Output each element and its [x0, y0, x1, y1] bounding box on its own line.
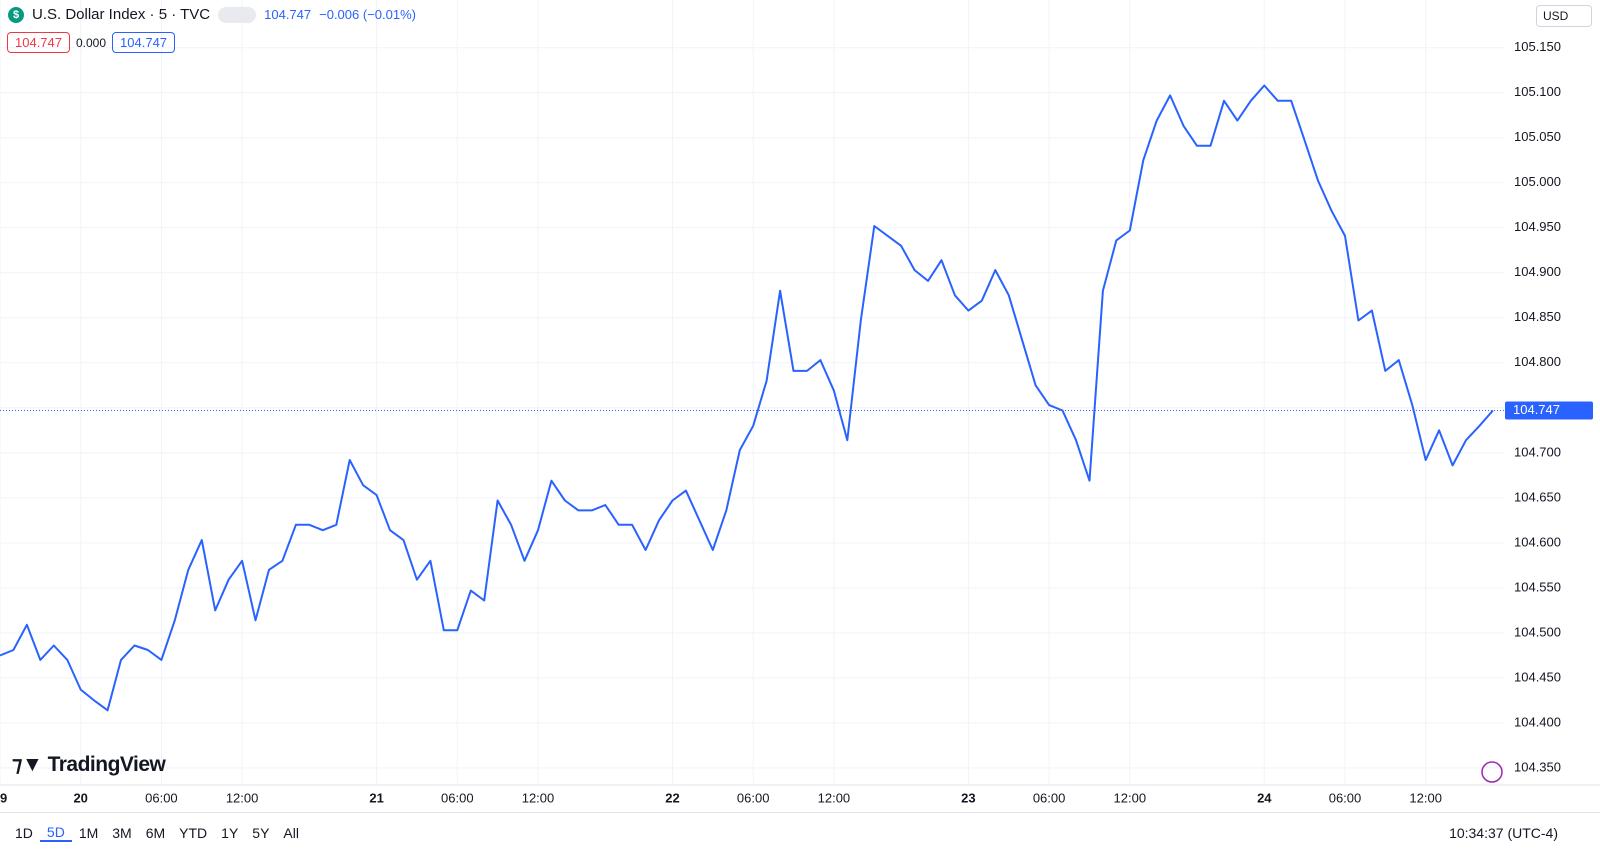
sell-button[interactable]: 104.747 — [7, 32, 70, 53]
y-tick-label: 104.950 — [1514, 219, 1561, 234]
range-button[interactable]: 5Y — [252, 825, 270, 841]
clock: 10:34:37 (UTC-4) — [1449, 825, 1558, 841]
x-tick-label: 06:00 — [145, 790, 178, 805]
y-tick-label: 104.350 — [1514, 759, 1561, 774]
y-tick-label: 105.050 — [1514, 129, 1561, 144]
y-tick-label: 105.150 — [1514, 39, 1561, 54]
x-tick-label: 21 — [369, 790, 383, 805]
x-tick-label: 20 — [73, 790, 87, 805]
y-tick-label: 104.800 — [1514, 354, 1561, 369]
y-tick-label: 104.500 — [1514, 624, 1561, 639]
range-button[interactable]: 1M — [78, 825, 99, 841]
range-button[interactable]: 1D — [15, 825, 33, 841]
x-tick-label: 12:00 — [818, 790, 851, 805]
buy-button[interactable]: 104.747 — [112, 32, 176, 53]
x-tick-label: 22 — [665, 790, 679, 805]
logo: ⁊▼ TradingView — [12, 752, 166, 777]
x-tick-label: 12:00 — [226, 790, 259, 805]
range-button[interactable]: 5D — [39, 824, 72, 842]
range-button[interactable]: All — [283, 825, 299, 841]
trade-row: 104.747 0.000 104.747 — [7, 32, 176, 53]
x-tick-label: 12:00 — [522, 790, 555, 805]
x-tick-label: 12:00 — [1114, 790, 1147, 805]
x-tick-label: 06:00 — [1329, 790, 1362, 805]
range-button[interactable]: 1Y — [221, 825, 239, 841]
alert-icon — [1481, 761, 1503, 783]
price-line — [0, 84, 1494, 712]
x-tick-label: 12:00 — [1409, 790, 1442, 805]
y-tick-label: 104.550 — [1514, 579, 1561, 594]
price: 104.747 — [264, 7, 312, 22]
status-pill — [218, 6, 257, 23]
y-tick-label: 104.700 — [1514, 444, 1561, 459]
x-tick-label: 19 — [0, 790, 7, 805]
logo-mark: ⁊▼ — [12, 753, 48, 776]
x-tick-label: 06:00 — [441, 790, 474, 805]
range-button[interactable]: YTD — [179, 825, 208, 841]
y-tick-label: 104.650 — [1514, 489, 1561, 504]
x-tick-label: 23 — [961, 790, 975, 805]
y-tick-label: 104.850 — [1514, 309, 1561, 324]
range-button[interactable]: 6M — [145, 825, 166, 841]
y-tick-label: 104.600 — [1514, 534, 1561, 549]
y-tick-label: 104.400 — [1514, 714, 1561, 729]
footer-toolbar: 1D 5D 1M 3M 6M YTD 1Y 5Y All 10:34:37 (U… — [0, 812, 1600, 853]
y-tick-label: 105.100 — [1514, 84, 1561, 99]
x-tick-label: 24 — [1257, 790, 1272, 805]
last-price-tag — [1505, 401, 1593, 420]
x-tick-label: 06:00 — [737, 790, 770, 805]
spread: 0.000 — [76, 35, 107, 50]
y-tick-label: 105.000 — [1514, 174, 1561, 189]
change: −0.006 (−0.01%) — [319, 7, 416, 22]
symbol-header: $ U.S. Dollar Index · 5 · TVC 104.747 −0… — [8, 6, 416, 23]
range-button[interactable]: 3M — [112, 825, 132, 841]
y-tick-label: 104.900 — [1514, 264, 1561, 279]
y-tick-label: 104.450 — [1514, 669, 1561, 684]
symbol-title[interactable]: U.S. Dollar Index · 5 · TVC — [32, 6, 211, 23]
currency: USD — [1543, 9, 1569, 23]
currency-select[interactable]: USD — [1536, 5, 1592, 27]
symbol-icon: $ — [8, 6, 24, 23]
logo-text: TradingView — [47, 753, 166, 776]
x-tick-label: 06:00 — [1033, 790, 1066, 805]
last-price-label: 104.747 — [1513, 402, 1560, 417]
